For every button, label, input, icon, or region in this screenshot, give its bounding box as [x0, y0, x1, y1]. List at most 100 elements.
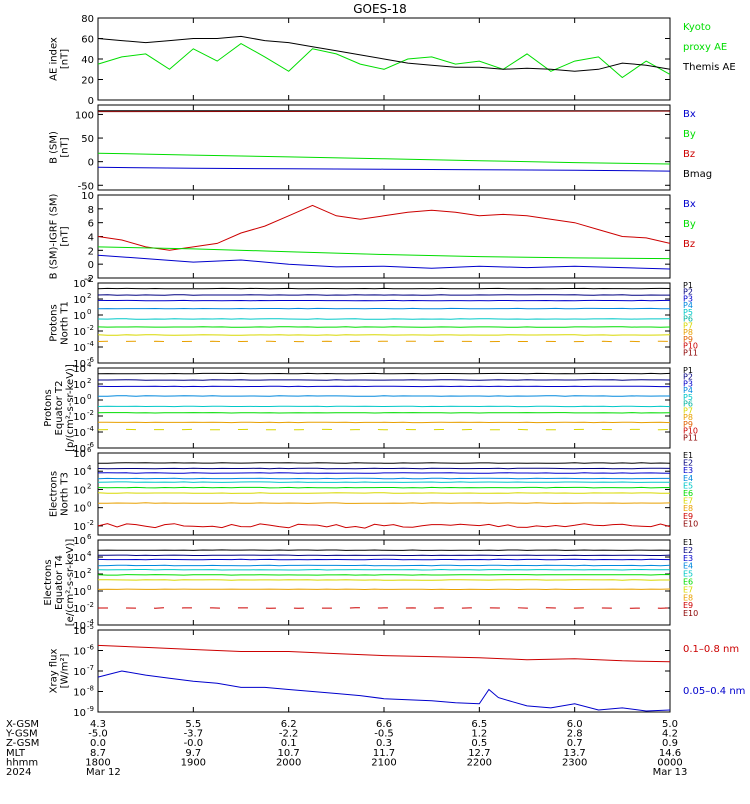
- panel-frame-2: [98, 195, 670, 278]
- y-axis-label: [nT]: [60, 226, 71, 246]
- series-line-e9: [98, 608, 670, 609]
- series-line-e3: [98, 559, 670, 560]
- y-tick-label: 6: [88, 219, 94, 230]
- series-line-e2: [98, 555, 670, 556]
- y-tick-label: 10: [73, 364, 86, 375]
- series-line-e6: [98, 575, 670, 576]
- y-tick-exponent: 2: [87, 292, 91, 300]
- legend-entry: Kyoto: [683, 22, 711, 33]
- y-tick-label: 40: [81, 55, 94, 66]
- y-tick-label: 10: [73, 553, 86, 564]
- y-tick-exponent: 6: [87, 446, 92, 454]
- y-tick-label: 10: [73, 587, 86, 598]
- y-tick-exponent: 0: [87, 584, 91, 592]
- orbit-value: 2100: [371, 757, 396, 768]
- y-tick-label: 10: [73, 449, 86, 460]
- y-tick-exponent: 2: [87, 482, 91, 490]
- y-tick-label: 10: [73, 428, 86, 439]
- y-tick-exponent: -2: [87, 519, 94, 527]
- series-line-kyoto-proxy-ae: [98, 44, 670, 78]
- y-tick-label: 0: [88, 158, 94, 169]
- y-tick-exponent: 2: [87, 567, 91, 575]
- y-tick-exponent: 4: [87, 361, 92, 369]
- series-line-e8: [98, 589, 670, 590]
- legend-entry: E10: [683, 609, 698, 618]
- series-line-e4: [98, 565, 670, 566]
- panel-frame-1: [98, 105, 670, 190]
- y-tick-exponent: -2: [87, 324, 94, 332]
- series-line-0-1-0-8-nm: [98, 645, 670, 661]
- y-axis-label: Xray flux: [49, 649, 60, 694]
- legend-entry: P11: [683, 433, 698, 442]
- series-line-bz: [98, 111, 670, 112]
- y-tick-label: 10: [73, 467, 86, 478]
- y-axis-label: North T1: [60, 301, 71, 345]
- panel-frame-5: [98, 453, 670, 535]
- y-axis-label: AE index: [49, 37, 60, 81]
- series-line-e4: [98, 478, 670, 479]
- series-line-e7: [98, 580, 670, 581]
- y-tick-exponent: 0: [87, 393, 91, 401]
- y-tick-label: 10: [73, 536, 86, 547]
- y-tick-label: 10: [73, 647, 86, 658]
- y-tick-label: 50: [81, 134, 94, 145]
- y-tick-exponent: -8: [87, 685, 94, 693]
- legend-entry: Bz: [683, 149, 695, 160]
- y-axis-label: Protons: [43, 389, 54, 426]
- y-tick-label: 20: [81, 76, 94, 87]
- series-line-e2: [98, 468, 670, 469]
- series-line-0-05-0-4-nm: [98, 671, 670, 711]
- orbit-value: 2200: [467, 757, 492, 768]
- series-line-e7: [98, 493, 670, 494]
- y-tick-exponent: 4: [87, 550, 92, 558]
- y-tick-label: 10: [73, 311, 86, 322]
- orbit-value: Mar 13: [653, 767, 688, 778]
- y-axis-label: Electrons: [49, 471, 60, 517]
- y-axis-label: North T3: [60, 472, 71, 516]
- y-axis-label: Equator T2: [54, 381, 65, 436]
- y-tick-exponent: 0: [87, 308, 91, 316]
- figure-title: GOES-18: [353, 2, 407, 16]
- y-tick-exponent: -7: [87, 664, 94, 672]
- y-tick-label: 10: [73, 295, 86, 306]
- panel-frame-6: [98, 540, 670, 625]
- panel-frame-7: [98, 630, 670, 712]
- orbit-value: Mar 12: [86, 767, 121, 778]
- legend-entry: By: [683, 129, 696, 140]
- y-tick-exponent: -2: [87, 601, 94, 609]
- legend-entry: By: [683, 219, 696, 230]
- y-tick-label: 10: [81, 191, 94, 202]
- y-tick-exponent: -4: [87, 340, 95, 348]
- series-line-bz: [98, 205, 670, 250]
- y-tick-label: 10: [73, 327, 86, 338]
- legend-entry: Bz: [683, 239, 695, 250]
- series-line-themis-ae: [98, 36, 670, 71]
- orbit-value: 2300: [562, 757, 587, 768]
- y-tick-exponent: -2: [87, 409, 94, 417]
- series-line-e3: [98, 473, 670, 474]
- y-tick-exponent: -5: [87, 623, 94, 631]
- y-tick-label: 10: [73, 626, 86, 637]
- y-tick-label: 80: [81, 14, 94, 25]
- y-tick-label: 10: [73, 522, 86, 533]
- series-line-bx: [98, 167, 670, 171]
- y-tick-label: 10: [73, 412, 86, 423]
- y-tick-label: 0: [88, 96, 94, 107]
- legend-entry: Bx: [683, 199, 696, 210]
- series-line-e1: [98, 550, 670, 551]
- series-line-e9: [98, 524, 670, 528]
- legend-entry: P11: [683, 348, 698, 357]
- y-axis-label: Protons: [49, 304, 60, 341]
- y-axis-label: Electrons: [43, 559, 54, 605]
- series-line-e5: [98, 570, 670, 571]
- y-tick-label: 8: [88, 205, 94, 216]
- series-line-e1: [98, 463, 670, 464]
- y-axis-label: [nT]: [60, 49, 71, 69]
- y-tick-label: 60: [81, 35, 94, 46]
- y-tick-exponent: -6: [87, 644, 95, 652]
- y-tick-label: 10: [73, 570, 86, 581]
- legend-entry: 0.1–0.8 nm: [683, 644, 739, 655]
- y-tick-label: 2: [88, 246, 94, 257]
- y-axis-label: B (SM): [49, 131, 60, 164]
